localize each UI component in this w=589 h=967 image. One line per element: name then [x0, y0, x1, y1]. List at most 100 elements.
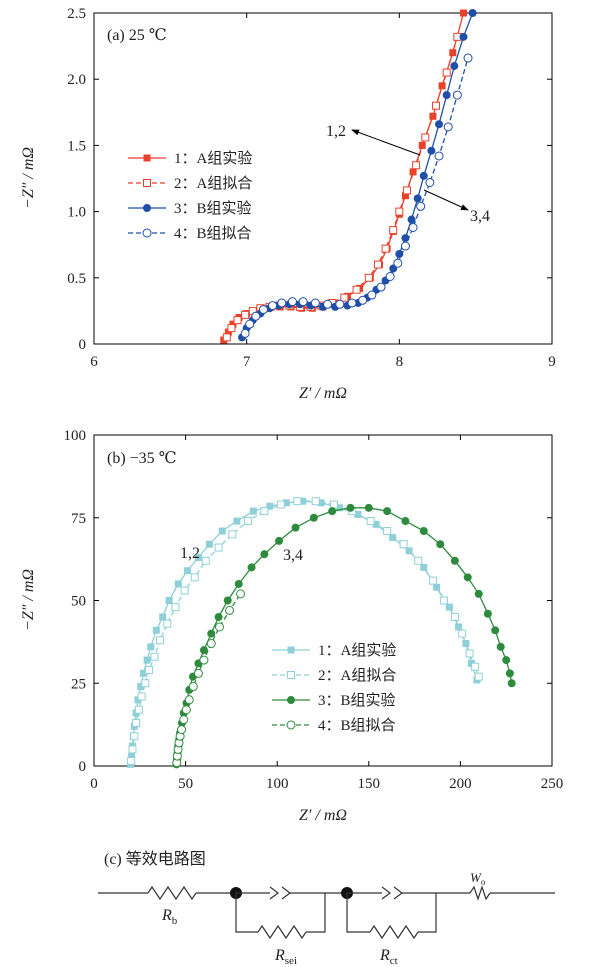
chart-b-series-3-point: [450, 556, 459, 565]
chart-b-ytick-label: 50: [71, 594, 86, 610]
chart-b-series-2-point: [465, 649, 474, 658]
chart-a-series-4-point: [367, 290, 377, 300]
chart-a-ytick-label: 2.0: [67, 72, 86, 88]
chart-a-series-3-point: [459, 32, 468, 41]
chart-a-series-4-point: [277, 298, 287, 308]
chart-a-legend-label-2: 2：A组拟合: [174, 175, 252, 192]
chart-b-ytick-label: 100: [64, 428, 87, 444]
chart-b-series-1-point: [249, 507, 257, 515]
chart-b-series-2-point: [132, 718, 141, 727]
chart-b-series-2-point: [134, 705, 143, 714]
chart-b-series-3-point: [199, 646, 208, 655]
chart-b-series-3-point: [436, 540, 445, 549]
chart-b-series-1-point: [205, 540, 213, 548]
rsei-branch: [235, 893, 258, 933]
chart-a-series-3-point: [442, 91, 451, 100]
chart-a-annotation-12: 1,2: [326, 123, 346, 140]
chart-a-series-3-point: [435, 120, 444, 129]
chart-b-series-1-point: [152, 626, 160, 634]
chart-b-xtick-label: 150: [358, 776, 381, 792]
chart-a-series-3-point: [419, 171, 428, 180]
chart-a-ytick-label: 1.0: [67, 205, 86, 221]
chart-b-series-2-point: [458, 629, 467, 638]
chart-a-series-3-point: [413, 194, 422, 203]
chart-b-series-2-point: [293, 497, 302, 506]
resistor-rb: [147, 885, 197, 901]
chart-a-series-2-point: [352, 285, 361, 294]
chart-b-series-4-point: [177, 725, 187, 735]
chart-b-series-2-point: [428, 576, 437, 585]
chart-b-series-2-point: [474, 672, 483, 681]
chart-b-series-1-point: [143, 656, 151, 664]
chart-b-series-4-point: [214, 622, 224, 632]
chart-a-series-4-point: [434, 151, 444, 161]
chart-b-series-3-point: [401, 517, 410, 526]
chart-b-series-1-point: [266, 502, 274, 510]
chart-a-series-2-point: [340, 293, 349, 302]
circuit-title: (c) 等效电路图: [104, 850, 206, 868]
equivalent-circuit: (c) 等效电路图 Rb Rsei Rct Wo: [98, 850, 555, 967]
chart-b-legend-marker-2: [287, 671, 295, 679]
chart-b-series-2-point: [311, 497, 320, 506]
chart-b-series-2-point: [414, 556, 423, 565]
chart-b-annotation-34: 3,4: [283, 547, 303, 564]
chart-a-series-2-point: [233, 316, 242, 325]
chart-b: (b) −35 ℃ Z′ / mΩ −Z″ / mΩ 0 50 100 150 200 2…: [20, 428, 563, 824]
chart-a-ytick-label: 0.5: [67, 271, 86, 287]
chart-a-ytick-label: 2.5: [67, 6, 86, 22]
chart-b-legend-label-3: 3：B组实验: [318, 692, 396, 709]
chart-b-series-3-point: [463, 573, 472, 582]
chart-a-series-2-point: [381, 244, 390, 253]
chart-b-xtick-label: 0: [90, 776, 98, 792]
resistor-rsei: [257, 924, 307, 940]
chart-a-legend: 1：A组实验 2：A组拟合 3：B组实验 4：B组拟合: [128, 150, 252, 242]
chart-a-series-4-point: [347, 298, 357, 308]
chart-b-series-1-point: [335, 504, 343, 512]
chart-b-series-2-point: [128, 745, 137, 754]
chart-b-series-4-point: [179, 715, 189, 725]
chart-b-series-3-point: [383, 507, 392, 516]
resistor-rct: [369, 924, 419, 940]
chart-b-series-1-point: [159, 613, 167, 621]
chart-a-series-2-point: [412, 161, 421, 170]
chart-b-series-3-point: [291, 523, 300, 532]
chart-b-series-2-point: [180, 586, 189, 595]
label-wo: Wo: [470, 870, 486, 887]
label-rsei: Rsei: [274, 947, 297, 967]
chart-a-series-1-point: [409, 168, 417, 176]
chart-b-series-3-point: [491, 626, 500, 635]
chart-b-series-3-point: [507, 679, 516, 688]
chart-a-series-2-point: [222, 333, 231, 342]
chart-a: (a) 25 ℃ Z′ / mΩ −Z″ / mΩ 6 7 8 9 0 0.5 1.0 1.5…: [20, 6, 556, 402]
chart-b-series-4-point: [206, 639, 216, 649]
chart-b-legend: 1：A组实验 2：A组拟合 3：B组实验 4：B组拟合: [272, 642, 396, 734]
chart-b-series-3-point: [309, 513, 318, 522]
rsei-branch-return: [306, 893, 326, 933]
chart-a-series-2-point: [442, 68, 451, 77]
chart-b-series-3-point: [214, 613, 223, 622]
chart-b-ytick-label: 75: [71, 511, 86, 527]
chart-b-series-1-point: [174, 580, 182, 588]
chart-a-legend-label-1: 1：A组实验: [174, 150, 252, 167]
chart-a-series-4-point: [287, 297, 297, 307]
chart-b-series-1-point: [405, 547, 413, 555]
chart-b-series-1-point: [233, 517, 241, 525]
chart-a-series: [220, 9, 477, 344]
chart-a-arrow-12: [351, 129, 421, 156]
chart-b-series-3-point: [275, 536, 284, 545]
chart-b-ticks: 0 50 100 150 200 250 0 25 50 75 100: [64, 428, 564, 792]
chart-b-series-2-point: [329, 500, 338, 509]
chart-b-series-4-point: [225, 605, 235, 615]
chart-b-xtick-label: 100: [266, 776, 289, 792]
chart-b-series-3-point: [505, 669, 514, 678]
chart-a-series-2-point: [364, 273, 373, 282]
chart-b-series-4-point: [199, 655, 209, 665]
chart-b-series-1-point: [194, 553, 202, 561]
chart-a-ylabel: −Z″ / mΩ: [20, 147, 37, 209]
chart-b-series-1-point: [147, 643, 155, 651]
chart-b-series-2-point: [130, 732, 139, 741]
chart-a-annotations: 1,2 3,4: [326, 123, 490, 225]
chart-b-series-3-point: [502, 656, 511, 665]
chart-a-series-4-point: [240, 328, 250, 338]
